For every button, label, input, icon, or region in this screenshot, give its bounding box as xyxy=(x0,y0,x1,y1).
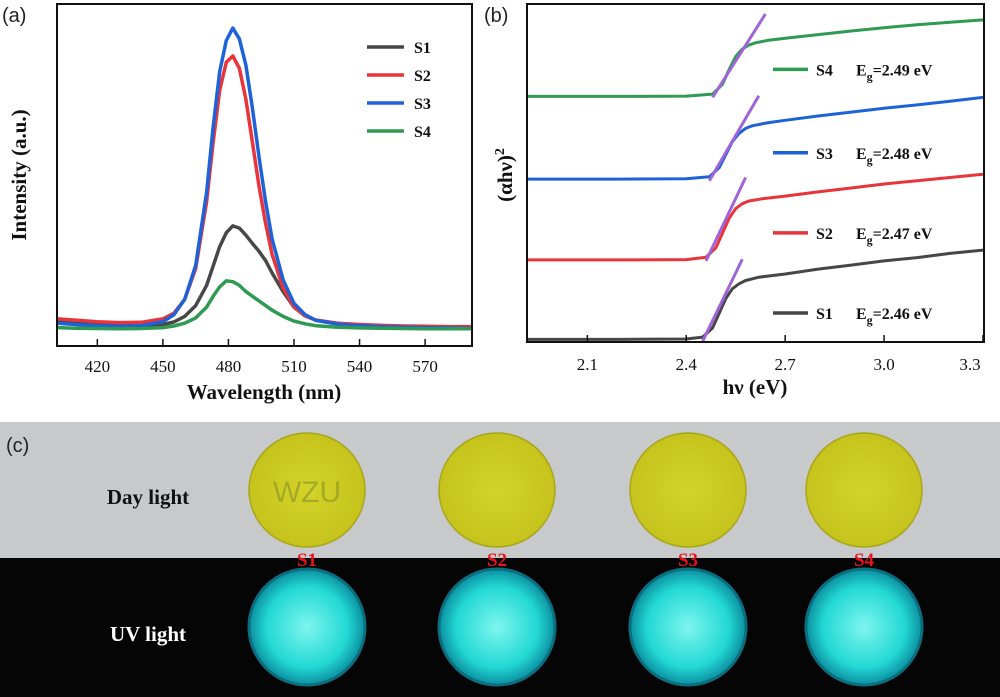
sample-label-s4: S4 xyxy=(854,550,875,571)
tangent-line-s1 xyxy=(701,258,744,341)
day-light-label: Day light xyxy=(107,485,189,509)
panel-a-series xyxy=(57,26,472,331)
panel-a-x-axis-title: Wavelength (nm) xyxy=(187,380,342,404)
band-gap-label-s4: Eg=2.49 eV xyxy=(856,62,933,83)
legend-label-s3: S3 xyxy=(414,96,431,113)
panel-b-tangent-lines xyxy=(701,13,767,341)
uv-disc-s3 xyxy=(628,567,748,687)
absorption-curve-s1 xyxy=(528,248,983,341)
day-disc-s2 xyxy=(438,432,556,548)
panel-a-label: (a) xyxy=(2,5,26,27)
x-tick-label: 570 xyxy=(412,357,438,376)
panel-c-label: (c) xyxy=(6,435,29,457)
x-tick-label: 510 xyxy=(281,357,307,376)
band-gap-label-s3: Eg=2.48 eV xyxy=(856,146,933,167)
uv-disc-s2 xyxy=(437,567,557,687)
series-line-s3 xyxy=(57,26,472,330)
panel-b-x-axis-title: hν (eV) xyxy=(723,375,788,399)
sample-label-s2: S2 xyxy=(487,550,507,571)
sample-discs: WZU S1 S2 S3 S4 xyxy=(247,432,924,687)
panel-c-photo: (c) Day light UV light WZU S1 S2 S3 S4 xyxy=(0,422,1000,697)
x-tick-label: 480 xyxy=(216,357,242,376)
disc-watermark-text: WZU xyxy=(273,476,341,509)
uv-disc-s1 xyxy=(247,567,367,687)
tangent-line-s2 xyxy=(704,176,747,262)
x-tick-label: 2.4 xyxy=(676,355,698,374)
x-tick-label: 3.3 xyxy=(959,355,980,374)
x-tick-label: 2.1 xyxy=(577,355,598,374)
panel-b-y-axis-base: (αhν) xyxy=(493,155,517,202)
x-tick-label: 540 xyxy=(347,357,373,376)
band-gap-label-s2: Eg=2.47 eV xyxy=(856,226,933,247)
legend-label-s2: S2 xyxy=(414,68,431,85)
panel-b: (b) S1 Eg=2.46 eV S2 Eg=2.47 eV S3 Eg=2.48 eV… xyxy=(484,3,985,399)
panel-a-y-axis-title: Intensity (a.u.) xyxy=(7,109,31,240)
series-name-s1: S1 xyxy=(816,306,833,323)
day-disc-s3 xyxy=(629,432,747,548)
panel-b-frame xyxy=(526,3,985,343)
panel-a-frame xyxy=(56,3,473,347)
panel-b-x-ticks: 2.1 2.4 2.7 3.0 3.3 xyxy=(577,335,984,374)
series-name-s4: S4 xyxy=(816,62,833,79)
panel-b-y-axis-superscript: 2 xyxy=(493,148,508,155)
panel-a: (a) 420 450 480 510 540 570 S1 S2 S3 S4 Waveleng… xyxy=(2,3,473,404)
x-tick-label: 450 xyxy=(150,357,176,376)
day-disc-s4 xyxy=(805,432,923,548)
x-tick-label: 3.0 xyxy=(873,355,894,374)
panel-b-series xyxy=(528,18,983,341)
day-disc-s1 xyxy=(248,432,366,548)
x-tick-label: 2.7 xyxy=(775,355,797,374)
absorption-curve-s2 xyxy=(528,172,983,262)
sample-label-s3: S3 xyxy=(678,550,698,571)
series-name-s2: S2 xyxy=(816,226,833,243)
panel-a-x-ticks: 420 450 480 510 540 570 xyxy=(85,339,438,376)
legend-label-s1: S1 xyxy=(414,40,431,57)
tangent-line-s4 xyxy=(711,13,767,99)
absorption-curve-s4 xyxy=(528,18,983,98)
band-gap-label-s1: Eg=2.46 eV xyxy=(856,306,933,327)
absorption-curve-s3 xyxy=(528,95,983,181)
tangent-line-s3 xyxy=(708,94,761,182)
x-tick-label: 420 xyxy=(85,357,111,376)
legend-label-s4: S4 xyxy=(414,124,431,141)
sample-label-s1: S1 xyxy=(297,550,317,571)
series-name-s3: S3 xyxy=(816,146,833,163)
panel-b-label: (b) xyxy=(484,5,508,27)
panel-b-y-axis-title: (αhν)2 xyxy=(493,148,517,202)
uv-light-label: UV light xyxy=(110,622,186,646)
series-line-s1 xyxy=(57,224,472,330)
panel-b-series-labels: S1 Eg=2.46 eV S2 Eg=2.47 eV S3 Eg=2.48 eV S4 Eg… xyxy=(773,62,933,327)
uv-disc-s4 xyxy=(804,567,924,687)
series-line-s4 xyxy=(57,279,471,331)
panel-a-legend: S1 S2 S3 S4 xyxy=(367,40,431,141)
